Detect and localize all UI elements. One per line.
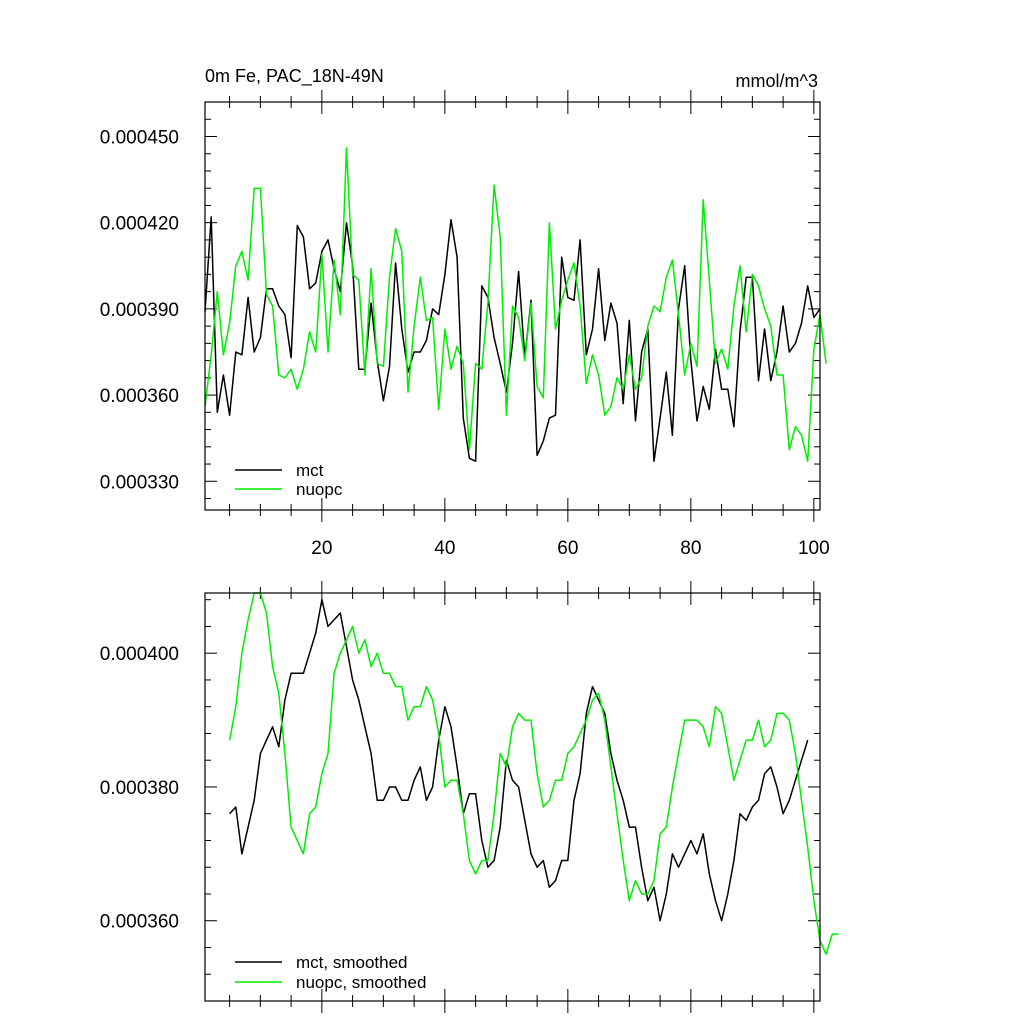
y-tick-label: 0.000380 [100,778,179,799]
x-tick-label: 20 [311,538,332,559]
series-line-nuopc-smoothed [228,592,839,955]
top-panel-ticks: 0.000330 0.000360 0.000390 0.000420 0.000450… [100,90,830,559]
legend-label-nuopc-smoothed: nuopc, smoothed [296,973,426,992]
x-tick-label: 60 [557,538,578,559]
top-panel-frame [204,101,821,511]
x-tick-label: 40 [434,538,455,559]
y-tick-label: 0.000360 [100,912,179,933]
y-tick-label: 0.000400 [100,644,179,665]
bottom-panel-series [228,592,839,955]
y-tick-label: 0.000360 [100,386,179,407]
bottom-panel: 0.000360 0.000380 0.000400 mct, smoothed n… [100,581,839,1013]
series-line-mct [204,216,821,462]
top-panel: 0m Fe, PAC_18N-49N mmol/m^3 0.0003300.00… [100,66,830,559]
y-tick-label: 0.000330 [100,472,179,493]
legend-label-nuopc: nuopc [296,480,343,499]
legend-label-mct: mct [296,461,324,480]
x-tick-label: 80 [680,538,701,559]
bottom-panel-legend: mct, smoothed nuopc, smoothed [235,953,426,992]
bottom-panel-ticks: 0.000360 0.000380 0.000400 [100,581,820,1013]
top-panel-title: 0m Fe, PAC_18N-49N [205,66,384,87]
y-tick-label: 0.000390 [100,300,179,321]
x-tick-label: 100 [798,538,830,559]
bottom-panel-frame [204,592,821,1002]
series-line-nuopc [204,147,827,462]
y-tick-label: 0.000420 [100,214,179,235]
series-line-mct-smoothed [229,598,809,922]
top-panel-series [204,147,827,462]
top-panel-units: mmol/m^3 [736,71,818,91]
y-tick-label: 0.000450 [100,127,179,148]
top-panel-legend: mct nuopc [235,461,343,499]
legend-label-mct-smoothed: mct, smoothed [296,953,408,972]
